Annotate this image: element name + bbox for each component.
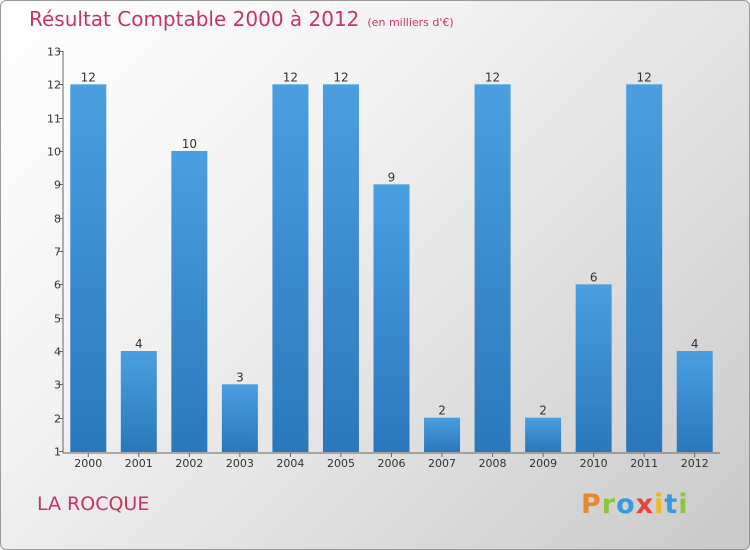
y-tick-label: 13 — [47, 46, 61, 59]
y-tick-label: 1 — [54, 446, 61, 459]
y-tick-label: 4 — [54, 346, 61, 359]
y-tick-label: 6 — [54, 279, 61, 292]
x-tick-label: 2006 — [378, 457, 406, 470]
bar-value-label: 12 — [81, 70, 96, 84]
x-tick-label: 2010 — [580, 457, 608, 470]
y-tick-label: 8 — [54, 213, 61, 226]
bar-value-label: 12 — [485, 70, 500, 84]
bar-value-label: 2 — [539, 404, 547, 418]
y-tick-label: 5 — [54, 313, 61, 326]
location-label: LA ROCQUE — [37, 493, 150, 515]
x-tick-label: 2000 — [74, 457, 102, 470]
bar — [626, 84, 663, 452]
x-tick-label: 2001 — [125, 457, 153, 470]
y-tick-label: 10 — [47, 146, 61, 159]
bar — [70, 84, 107, 452]
bar — [322, 84, 359, 452]
bar-value-label: 12 — [333, 70, 348, 84]
brand-letter: i — [654, 489, 665, 520]
x-tick-label: 2012 — [681, 457, 709, 470]
bar-value-label: 6 — [590, 270, 598, 284]
bar — [676, 351, 713, 452]
bar-value-label: 3 — [236, 370, 244, 384]
y-tick-label: 7 — [54, 246, 61, 259]
bar — [474, 84, 511, 452]
bar — [525, 417, 562, 452]
y-tick-label: 12 — [47, 79, 61, 92]
brand-letter: o — [616, 489, 636, 520]
bar-value-label: 2 — [438, 404, 446, 418]
x-tick-label: 2003 — [226, 457, 254, 470]
brand-letter: x — [635, 489, 655, 520]
x-tick-label: 2009 — [529, 457, 557, 470]
x-tick-label: 2011 — [630, 457, 658, 470]
chart-title: Résultat Comptable 2000 à 2012 (en millie… — [29, 7, 454, 31]
x-tick-label: 2002 — [175, 457, 203, 470]
bar — [221, 384, 258, 452]
chart-subtitle: (en milliers d'€) — [367, 16, 454, 29]
bar-value-label: 4 — [691, 337, 699, 351]
y-tick-label: 9 — [54, 179, 61, 192]
bar — [120, 351, 157, 452]
bar-value-label: 10 — [182, 137, 197, 151]
bar — [424, 417, 461, 452]
bar-value-label: 9 — [388, 170, 396, 184]
bar-value-label: 12 — [283, 70, 298, 84]
proxiti-logo: Proxiti — [581, 489, 689, 520]
bar-value-label: 12 — [637, 70, 652, 84]
x-tick-label: 2004 — [276, 457, 304, 470]
brand-letter: t — [664, 489, 679, 520]
x-tick-label: 2005 — [327, 457, 355, 470]
bar — [171, 151, 208, 452]
bar — [272, 84, 309, 452]
bar-value-label: 4 — [135, 337, 143, 351]
y-tick-label: 11 — [47, 113, 61, 126]
bar — [373, 184, 410, 453]
y-tick-label: 2 — [54, 413, 61, 426]
y-tick-label: 3 — [54, 379, 61, 392]
bar — [575, 284, 612, 452]
brand-letter: r — [601, 489, 617, 520]
brand-letter: P — [581, 489, 602, 520]
x-tick-label: 2008 — [479, 457, 507, 470]
title-text: Résultat Comptable 2000 à 2012 — [29, 7, 360, 31]
brand-letter: i — [678, 489, 689, 520]
x-tick-label: 2007 — [428, 457, 456, 470]
